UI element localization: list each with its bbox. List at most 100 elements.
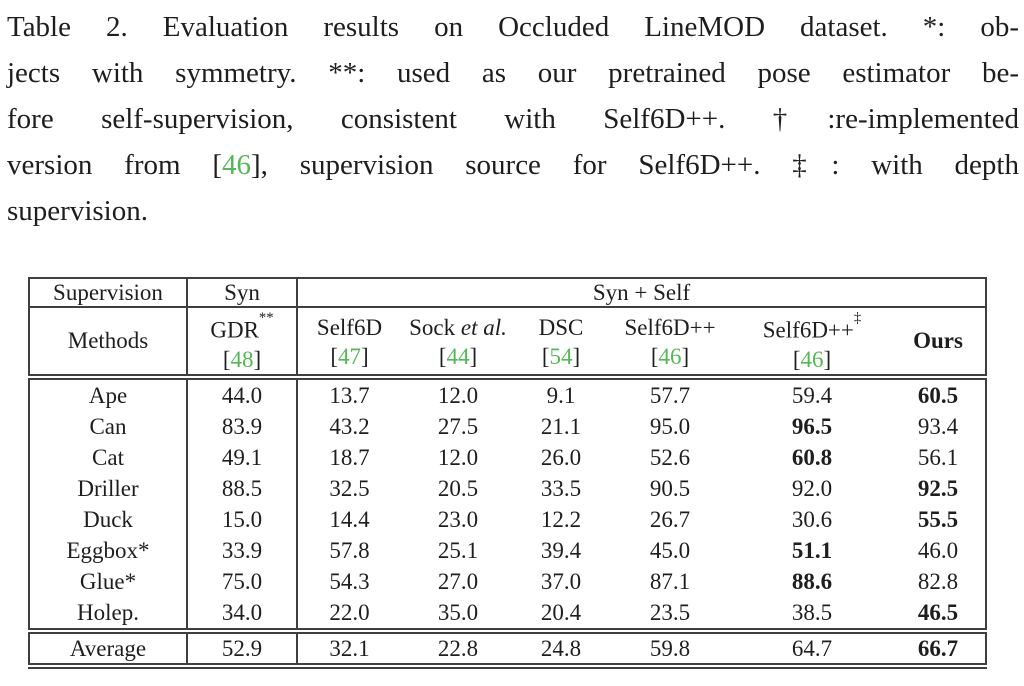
citation-bracket: [ [650, 344, 659, 369]
value-cell: 87.1 [649, 568, 691, 594]
caption-line-3: fore self-supervision, consistent with S… [7, 103, 1019, 135]
value-cell: 39.4 [540, 537, 582, 563]
column-header-self6d: Self6D [47] [297, 307, 401, 380]
method-citation: [47] [298, 343, 401, 371]
table-row: Glue* 75.0 54.3 27.0 37.0 87.1 88.6 82.8 [29, 566, 986, 597]
table-row: Can 83.9 43.2 27.5 21.1 95.0 96.5 93.4 [29, 411, 986, 442]
value-cell: 64.7 [733, 628, 891, 666]
table-caption: Table 2. Evaluation results on Occluded … [7, 4, 1019, 234]
row-label: Ape [29, 377, 188, 411]
value-cell: 82.8 [917, 568, 959, 594]
value-cell: 21.1 [540, 413, 582, 439]
caption-line-5: supervision. [7, 195, 148, 227]
citation-bracket: ] [469, 344, 478, 369]
method-citation: [48] [188, 346, 295, 372]
value-cell: 27.0 [437, 568, 479, 594]
citation-bracket: [ [330, 344, 338, 369]
value-cell: 45.0 [649, 537, 691, 563]
method-citation: [54] [515, 343, 607, 371]
column-header-sock-et-al: Sock et al. [44] [401, 307, 515, 380]
header-row-supervision: Supervision Syn Syn + Self [29, 278, 987, 308]
value-cell: 93.4 [917, 413, 959, 439]
citation-bracket: ] [681, 344, 690, 369]
header-methods: Methods [29, 307, 188, 380]
value-cell: 32.1 [297, 628, 401, 666]
citation-bracket: [ [438, 344, 447, 369]
method-name-italic: et al. [460, 315, 507, 340]
header-syn: Syn [187, 278, 298, 308]
results-table-wrap: Supervision Syn Syn + Self Methods GDR**… [28, 277, 988, 669]
citation-number: 46 [658, 344, 682, 369]
value-cell: 34.0 [187, 597, 298, 631]
value-cell: 25.1 [437, 537, 479, 563]
value-cell: 14.4 [329, 506, 370, 532]
value-cell: 44.0 [187, 377, 298, 411]
method-citation: [44] [401, 343, 515, 371]
value-cell: 46.0 [917, 537, 959, 563]
table-row: Duck 15.0 14.4 23.0 12.2 26.7 30.6 55.5 [29, 504, 986, 535]
value-cell: 32.5 [329, 475, 370, 501]
row-label: Holep. [29, 597, 188, 631]
value-cell: 23.5 [649, 599, 691, 625]
table-row: Driller 88.5 32.5 20.5 33.5 90.5 92.0 92.5 [29, 473, 986, 504]
method-citation: [46] [733, 346, 891, 372]
value-cell: 12.2 [540, 506, 582, 532]
table-row: Holep. 34.0 22.0 35.0 20.4 23.5 38.5 46.5 [29, 597, 986, 631]
citation-bracket: [ [541, 344, 550, 369]
value-cell: 46.5 [917, 599, 959, 625]
citation-bracket: ] [361, 344, 369, 369]
value-cell: 60.8 [791, 444, 833, 470]
value-cell: 54.3 [329, 568, 370, 594]
method-name: Sock [409, 315, 461, 340]
value-cell: 26.0 [540, 444, 582, 470]
caption-line-1: Table 2. Evaluation results on Occluded … [7, 11, 1019, 43]
value-cell: 92.0 [791, 475, 833, 501]
column-header-ours: Ours [891, 307, 987, 380]
value-cell: 52.9 [187, 628, 298, 666]
value-cell: 59.8 [607, 628, 733, 666]
citation-bracket: ] [572, 344, 581, 369]
value-cell: 33.9 [187, 535, 298, 566]
value-cell: 75.0 [187, 566, 298, 597]
value-cell: 20.5 [437, 475, 479, 501]
citation-bracket: [ [222, 346, 231, 372]
row-label: Can [29, 411, 188, 442]
citation-number: 46 [800, 346, 824, 372]
method-citation: [46] [607, 343, 733, 371]
row-label: Glue* [29, 566, 188, 597]
column-header-self6dpp: Self6D++ [46] [607, 307, 733, 380]
method-name: GDR [210, 317, 259, 343]
value-cell: 37.0 [540, 568, 582, 594]
value-cell: 66.7 [891, 628, 987, 666]
row-label: Cat [29, 442, 188, 473]
header-syn-self: Syn + Self [297, 278, 987, 308]
table-row: Ape 44.0 13.7 12.0 9.1 57.7 59.4 60.5 [29, 377, 986, 411]
value-cell: 24.8 [515, 628, 607, 666]
column-header-gdr: GDR** [48] [187, 307, 298, 380]
value-cell: 90.5 [649, 475, 691, 501]
value-cell: 35.0 [437, 599, 479, 625]
row-label: Eggbox* [29, 535, 188, 566]
value-cell: 23.0 [437, 506, 479, 532]
average-row: Average 52.9 32.1 22.8 24.8 59.8 64.7 66.7 [29, 628, 987, 666]
caption-line-4-post: ], supervision source for Self6D++. ‡: w… [251, 149, 1019, 181]
citation-number: 48 [230, 346, 254, 372]
caption-line-2: jects with symmetry. **: used as our pre… [7, 57, 1019, 89]
value-cell: 15.0 [187, 504, 298, 535]
table-row: Cat 49.1 18.7 12.0 26.0 52.6 60.8 56.1 [29, 442, 986, 473]
column-header-self6dpp-depth: Self6D++‡ [46] [733, 307, 891, 380]
citation-ref-46: 46 [222, 149, 252, 181]
caption-line-4: version from [46], supervision source fo… [7, 142, 1019, 188]
citation-number: 47 [338, 344, 361, 369]
row-label: Duck [29, 504, 188, 535]
value-cell: 83.9 [187, 411, 298, 442]
value-cell: 52.6 [649, 444, 691, 470]
value-cell: 22.8 [401, 628, 515, 666]
value-cell: 88.6 [791, 568, 833, 594]
method-marker: ** [258, 309, 274, 326]
method-name: Self6D [316, 315, 383, 340]
value-cell: 49.1 [187, 442, 298, 473]
citation-bracket: ] [253, 346, 262, 372]
citation-bracket: ] [823, 346, 832, 372]
